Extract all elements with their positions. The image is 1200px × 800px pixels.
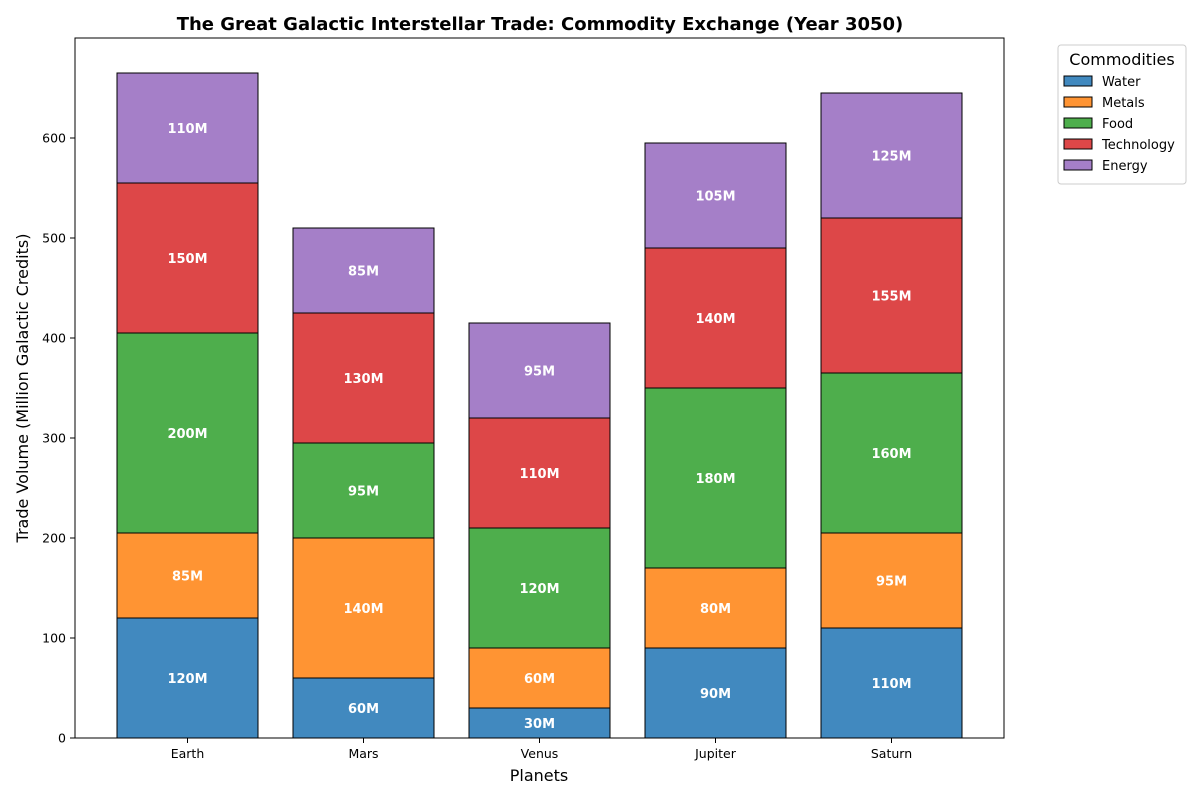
legend-label-water: Water — [1102, 75, 1141, 90]
bar-energy-earth — [116, 72, 259, 184]
bar-value-label: 95M — [348, 485, 379, 500]
x-tick-label: Jupiter — [694, 746, 737, 761]
bar-energy-venus — [468, 322, 611, 419]
bar-water-saturn — [820, 627, 963, 739]
bar-technology-saturn — [820, 217, 963, 374]
bar-value-label: 180M — [695, 472, 735, 487]
bar-food-saturn — [820, 372, 963, 534]
bar-value-label: 155M — [871, 290, 911, 305]
y-tick-label: 300 — [42, 431, 66, 446]
bar-energy-saturn — [820, 92, 963, 219]
y-tick-label: 100 — [42, 631, 66, 646]
bar-value-label: 120M — [167, 672, 207, 687]
bar-value-label: 60M — [348, 702, 379, 717]
y-axis-label: Trade Volume (Million Galactic Credits) — [13, 234, 32, 544]
legend-swatch-water — [1063, 75, 1093, 87]
x-tick-label: Venus — [521, 746, 559, 761]
legend: Commodities Water Metals Food Technology Ene… — [1057, 44, 1187, 185]
bar-value-label: 160M — [871, 447, 911, 462]
x-tick-label: Earth — [171, 746, 205, 761]
bar-value-label: 80M — [700, 602, 731, 617]
y-tick-label: 200 — [42, 531, 66, 546]
bar-value-label: 110M — [519, 467, 559, 482]
plot-area: 120M 60M 30M 90M 110M 85M 140M 60M 80M 95M 200M 95M… — [116, 72, 963, 739]
legend-swatch-metals — [1063, 96, 1093, 108]
bar-food-venus — [468, 527, 611, 649]
bar-value-label: 140M — [695, 312, 735, 327]
bar-technology-venus — [468, 417, 611, 529]
bar-food-earth — [116, 332, 259, 534]
legend-swatch-technology — [1063, 138, 1093, 150]
legend-title: Commodities — [1069, 50, 1174, 69]
bar-water-jupiter — [644, 647, 787, 739]
chart-title: The Great Galactic Interstellar Trade: C… — [177, 14, 904, 35]
bar-value-label: 200M — [167, 427, 207, 442]
bar-metals-saturn — [820, 532, 963, 629]
bar-energy-mars — [292, 227, 435, 314]
bar-value-label: 110M — [167, 122, 207, 137]
bar-value-label: 90M — [700, 687, 731, 702]
bar-energy-jupiter — [644, 142, 787, 249]
bar-metals-jupiter — [644, 567, 787, 649]
bar-value-label: 150M — [167, 252, 207, 267]
x-axis: Earth Mars Venus Jupiter Saturn — [171, 738, 912, 761]
bar-metals-venus — [468, 647, 611, 709]
bar-technology-earth — [116, 182, 259, 334]
y-tick-label: 400 — [42, 331, 66, 346]
y-tick-label: 0 — [58, 731, 66, 746]
bar-water-earth — [116, 617, 259, 739]
bar-value-label: 85M — [172, 570, 203, 585]
bar-metals-earth — [116, 532, 259, 619]
x-tick-label: Mars — [348, 746, 378, 761]
bar-value-label: 110M — [871, 677, 911, 692]
bar-food-mars — [292, 442, 435, 539]
bar-value-label: 140M — [343, 602, 383, 617]
bar-value-label: 130M — [343, 372, 383, 387]
legend-swatch-food — [1063, 117, 1093, 129]
y-tick-label: 600 — [42, 131, 66, 146]
legend-label-energy: Energy — [1102, 159, 1148, 174]
bar-value-label: 30M — [524, 717, 555, 732]
bar-value-label: 95M — [524, 365, 555, 380]
bar-metals-mars — [292, 537, 435, 679]
bar-technology-jupiter — [644, 247, 787, 389]
bar-value-label: 120M — [519, 582, 559, 597]
y-tick-label: 500 — [42, 231, 66, 246]
legend-label-technology: Technology — [1101, 138, 1175, 153]
legend-swatch-energy — [1063, 159, 1093, 171]
bar-value-label: 60M — [524, 672, 555, 687]
bar-technology-mars — [292, 312, 435, 444]
x-axis-label: Planets — [510, 766, 569, 785]
bar-water-mars — [292, 677, 435, 739]
legend-label-food: Food — [1102, 117, 1133, 132]
bar-value-label: 125M — [871, 150, 911, 165]
bar-value-label: 95M — [876, 575, 907, 590]
bar-value-label: 105M — [695, 190, 735, 205]
y-axis: 0 100 200 300 400 500 600 — [42, 131, 75, 746]
bar-value-label: 85M — [348, 265, 379, 280]
legend-label-metals: Metals — [1102, 96, 1145, 111]
x-tick-label: Saturn — [871, 746, 912, 761]
